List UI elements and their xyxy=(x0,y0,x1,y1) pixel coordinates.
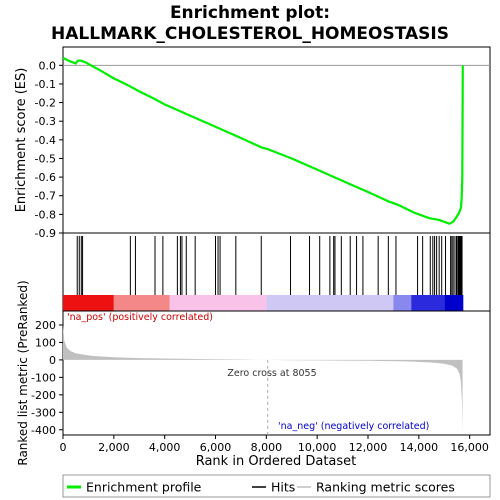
legend-entry-label: Enrichment profile xyxy=(86,480,202,495)
es-tick-label: -0.3 xyxy=(35,115,56,128)
chart-title-line1: Enrichment plot: xyxy=(170,3,330,23)
es-tick-label: -0.1 xyxy=(35,78,56,91)
x-tick-label: 2,000 xyxy=(98,441,130,454)
es-tick-label: -0.5 xyxy=(35,152,56,165)
x-tick-label: 16,000 xyxy=(450,441,489,454)
metric-axis-label: Ranked list metric (PreRanked) xyxy=(16,280,30,465)
x-tick-label: 4,000 xyxy=(149,441,181,454)
x-tick-label: 6,000 xyxy=(200,441,232,454)
x-tick-label: 14,000 xyxy=(400,441,439,454)
zero-cross-label: Zero cross at 8055 xyxy=(227,368,316,379)
legend-entry-label: Ranking metric scores xyxy=(316,480,455,495)
es-tick-label: -0.9 xyxy=(35,227,56,240)
metric-tick-label: -100 xyxy=(31,371,56,384)
band-segment xyxy=(393,295,412,311)
metric-tick-label: -400 xyxy=(31,424,56,437)
metric-tick-label: -300 xyxy=(31,406,56,419)
es-tick-label: 0.0 xyxy=(39,59,57,72)
es-tick-label: -0.8 xyxy=(35,208,56,221)
x-axis: 0 2,000 4,000 6,000 8,000 10,000 12,000 14,000 1… xyxy=(60,435,489,454)
legend-frame xyxy=(62,474,491,498)
x-axis-label: Rank in Ordered Dataset xyxy=(196,454,357,469)
x-tick-label: 0 xyxy=(60,441,67,454)
legend: Enrichment profile Hits Ranking metric sco… xyxy=(67,480,455,495)
metric-tick-label: 0 xyxy=(49,354,56,367)
band-segment xyxy=(444,295,464,311)
band-segment xyxy=(63,295,114,311)
x-tick-label: 10,000 xyxy=(298,441,337,454)
es-panel-frame xyxy=(62,46,491,234)
legend-entry-label: Hits xyxy=(271,480,295,495)
na-neg-label: 'na_neg' (negatively correlated) xyxy=(278,421,429,432)
es-axis: 0.0 -0.1 -0.2 -0.3 -0.4 -0.5 -0.6 -0.7 -0.8 -0.9 xyxy=(35,59,63,240)
es-tick-label: -0.6 xyxy=(35,171,56,184)
band-segment xyxy=(266,295,394,311)
metric-tick-label: -200 xyxy=(31,389,56,402)
correlation-heatmap-band xyxy=(63,295,464,311)
x-tick-label: 8,000 xyxy=(251,441,283,454)
chart-title-line2: HALLMARK_CHOLESTEROL_HOMEOSTASIS xyxy=(51,24,449,44)
x-tick-label: 12,000 xyxy=(349,441,388,454)
band-segment xyxy=(169,295,267,311)
hits-marks xyxy=(76,236,463,295)
enrichment-profile-line xyxy=(62,56,464,225)
band-segment xyxy=(411,295,445,311)
na-pos-label: 'na_pos' (positively correlated) xyxy=(67,312,213,323)
es-axis-label: Enrichment score (ES) xyxy=(14,68,29,213)
metric-panel-frame xyxy=(62,310,491,436)
metric-axis: 200 100 0 -100 -200 -300 -400 xyxy=(31,319,63,437)
metric-tick-label: 100 xyxy=(35,336,56,349)
es-tick-label: -0.2 xyxy=(35,97,56,110)
es-tick-label: -0.4 xyxy=(35,134,56,147)
metric-tick-label: 200 xyxy=(35,319,56,332)
es-tick-label: -0.7 xyxy=(35,190,56,203)
band-segment xyxy=(113,295,170,311)
